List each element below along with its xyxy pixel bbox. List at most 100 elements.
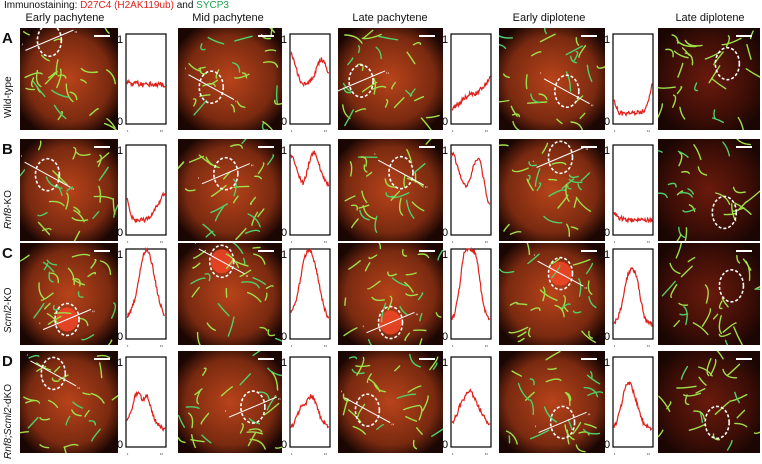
chromosome-axis (526, 75, 527, 89)
y-tick-bottom: 0 (117, 227, 123, 239)
plot-frame (613, 34, 653, 124)
plot-frame (126, 34, 166, 124)
micrograph-background (20, 28, 118, 130)
row-label-suffix: -dKO (3, 384, 14, 407)
y-tick-bottom: 0 (442, 116, 448, 128)
micrograph-panel-d3: ‘‘‘ (338, 351, 443, 458)
micrograph-panel-a1: ‘‘‘ (20, 28, 118, 135)
legend-green-stain: SYCP3 (196, 0, 229, 11)
chromosome-axis (253, 248, 260, 249)
micrograph-background (658, 243, 760, 345)
plot-frame (451, 249, 491, 339)
chromosome-axis (517, 304, 527, 305)
scan-end-mark: ‘‘ (71, 188, 74, 195)
micrograph: ‘‘‘ (499, 351, 605, 453)
y-tick-top: 1 (604, 249, 610, 261)
y-tick-top: 1 (117, 145, 123, 157)
micrograph: ‘‘‘ (338, 139, 443, 241)
y-tick-bottom: 0 (604, 439, 610, 451)
micrograph: ‘‘‘ (178, 351, 282, 453)
legend-red-stain: D27C4 (H2AK119ub) (80, 0, 174, 11)
row-letter-a: A (2, 30, 13, 47)
y-tick-bottom: 0 (442, 227, 448, 239)
micrograph: ‘‘‘ (178, 243, 282, 345)
x-mark-start: ‘ (614, 130, 616, 136)
intensity-profile-chart: 10‘‘‘ (441, 247, 493, 351)
micrograph-panel-a5 (658, 28, 760, 135)
y-tick-top: 1 (442, 145, 448, 157)
x-mark-end: ‘‘ (324, 130, 327, 136)
intensity-profile-chart: 10‘‘‘ (116, 143, 168, 247)
x-mark-end: ‘‘ (485, 345, 488, 351)
intensity-profile-chart: 10‘‘‘ (603, 247, 655, 351)
intensity-profile-chart: 10‘‘‘ (441, 32, 493, 136)
y-tick-top: 1 (604, 357, 610, 369)
intensity-profile-chart: 10‘‘‘ (603, 32, 655, 136)
intensity-profile-chart: 10‘‘‘ (280, 247, 332, 351)
y-tick-bottom: 0 (117, 439, 123, 451)
scan-end-mark: ‘‘ (235, 101, 238, 108)
y-tick-bottom: 0 (442, 439, 448, 451)
micrograph-panel-b3: ‘‘‘ (338, 139, 443, 246)
row-label-gene: Rnf8;Scml2 (3, 407, 14, 459)
micrograph-background (658, 351, 760, 453)
micrograph: ‘‘‘ (178, 139, 282, 241)
y-tick-top: 1 (117, 249, 123, 261)
x-mark-end: ‘‘ (485, 130, 488, 136)
column-header-1: Early pachytene (5, 12, 125, 24)
micrograph: ‘‘‘ (20, 28, 118, 130)
column-header-5: Late diplotene (650, 12, 762, 24)
x-mark-start: ‘ (127, 453, 129, 459)
micrograph-panel-c2: ‘‘‘ (178, 243, 282, 350)
x-mark-end: ‘‘ (485, 453, 488, 459)
intensity-profile-chart: 10‘‘‘ (441, 355, 493, 459)
scan-end-mark: ‘‘ (415, 313, 418, 320)
scan-end-mark: ‘‘ (74, 31, 77, 38)
y-tick-top: 1 (281, 34, 287, 46)
y-tick-top: 1 (442, 357, 448, 369)
y-tick-bottom: 0 (281, 439, 287, 451)
micrograph-background (658, 28, 760, 130)
scan-end-mark: ‘‘ (245, 275, 248, 282)
intensity-profile-chart: 10‘‘‘ (280, 143, 332, 247)
row-label-a: Wild-type (3, 76, 14, 118)
micrograph: ‘‘‘ (20, 351, 118, 453)
micrograph-panel-b1: ‘‘‘ (20, 139, 118, 246)
y-tick-bottom: 0 (442, 331, 448, 343)
row-label-gene: Scml2 (3, 305, 14, 333)
intensity-profile-chart: 10‘‘‘ (441, 143, 493, 247)
y-tick-top: 1 (117, 357, 123, 369)
micrograph-panel-b2: ‘‘‘ (178, 139, 282, 246)
micrograph-panel-c3: ‘‘‘ (338, 243, 443, 350)
x-mark-start: ‘ (452, 345, 454, 351)
scan-end-mark: ‘‘ (391, 424, 394, 431)
micrograph-panel-a2: ‘‘‘ (178, 28, 282, 135)
scan-end-mark: ‘‘ (386, 72, 389, 79)
y-tick-top: 1 (442, 34, 448, 46)
scan-end-mark: ‘‘ (92, 310, 95, 317)
micrograph: ‘‘‘ (20, 139, 118, 241)
plot-frame (290, 357, 330, 447)
micrograph-panel-c1: ‘‘‘ (20, 243, 118, 350)
micrograph-panel-a4: ‘‘‘ (499, 28, 605, 135)
micrograph (658, 139, 760, 241)
intensity-profile-chart: 10‘‘‘ (116, 247, 168, 351)
micrograph-panel-b5 (658, 139, 760, 246)
micrograph-panel-a3: ‘‘‘ (338, 28, 443, 135)
micrograph (658, 351, 760, 453)
y-tick-top: 1 (442, 249, 448, 261)
row-letter-b: B (2, 141, 13, 158)
micrograph: ‘‘‘ (20, 243, 118, 345)
scan-end-mark: ‘‘ (251, 165, 254, 172)
y-tick-top: 1 (117, 34, 123, 46)
x-mark-end: ‘‘ (324, 345, 327, 351)
